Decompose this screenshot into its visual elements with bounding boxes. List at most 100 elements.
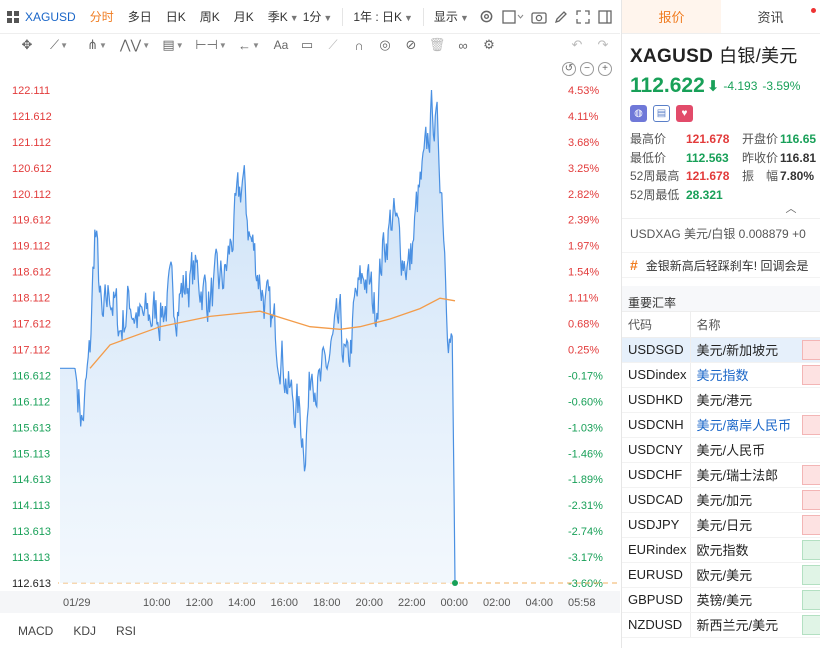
table-row[interactable]: USDCAD 美元/加元 xyxy=(622,487,820,513)
tab-quote[interactable]: 报价 xyxy=(622,0,721,33)
symbol-header: XAGUSD 白银/美元 112.622 ⬇ -4.193 -3.59% ◍ ▤ … xyxy=(622,34,820,122)
note-icon[interactable]: ▭ xyxy=(300,37,314,52)
rate-code: USDindex xyxy=(622,362,691,388)
stats-grid: 最高价 121.678 开盘价 116.65 最低价 112.563 昨收价 116.81 52… xyxy=(622,130,820,204)
fork-icon[interactable]: ⋔ ▼ xyxy=(87,37,107,52)
table-row[interactable]: USDHKD 美元/港元 xyxy=(622,387,820,413)
rate-code: EURindex xyxy=(622,537,691,563)
x-tick-label: 04:00 xyxy=(526,597,554,609)
tab-intraday[interactable]: 分时 xyxy=(89,10,114,24)
table-row[interactable]: USDSGD 美元/新加坡元 xyxy=(622,337,820,363)
tab-monthly-k[interactable]: 月K xyxy=(233,10,254,24)
tab-quarterly-k[interactable]: 季K ▼ xyxy=(261,8,301,25)
trend-line-icon[interactable]: ⟋ ▼ xyxy=(49,37,69,52)
drawing-toolbar: ✥ ⟋ ▼ ⋔ ▼ ⋀⋁ ▼ ▤ ▼ ⊢⊣ ▼ ← ▼ Aa ▭ ⟋ ∩ ◎ ⊘ 🗑 ∞ ⚙… xyxy=(0,34,620,56)
hide-icon[interactable]: ⊘ xyxy=(405,37,417,52)
table-row[interactable]: NZDUSD 新西兰元/美元 xyxy=(622,612,820,638)
stat-value: 28.321 xyxy=(686,187,723,202)
panel-toggle-icon[interactable] xyxy=(594,6,616,28)
arrow-icon[interactable]: ← ▼ xyxy=(238,37,260,53)
x-tick-label: 01/29 xyxy=(63,597,91,609)
pct-tick-label: -3.17% xyxy=(568,552,603,564)
rate-trend xyxy=(802,487,820,513)
display-menu[interactable]: 显示 ▼ xyxy=(427,8,476,25)
chevron-down-icon: ▼ xyxy=(459,13,469,23)
table-row[interactable]: USDCNH 美元/离岸人民币 xyxy=(622,412,820,438)
chart-canvas[interactable]: 122.111 4.53% 121.612 4.11% 121.112 3.68% 120.… xyxy=(0,58,620,614)
table-row[interactable]: EURUSD 欧元/美元 xyxy=(622,562,820,588)
wave-icon[interactable]: ⋀⋁ ▼ xyxy=(119,37,151,52)
chevron-down-icon: ▼ xyxy=(289,13,299,23)
table-row[interactable]: USDCNY 美元/人民币 xyxy=(622,437,820,463)
rate-trend xyxy=(802,462,820,488)
globe-icon[interactable]: ◍ xyxy=(630,105,647,122)
rates-table: 代码 名称 USDSGD 美元/新加坡元 USDindex 美元指数 USDHKD 美元/… xyxy=(622,312,820,638)
usdxag-row[interactable]: USDXAG 美元/白银 0.008879 +0 xyxy=(622,218,820,246)
y-tick-label: 115.613 xyxy=(12,422,51,434)
table-row[interactable]: EURindex 欧元指数 xyxy=(622,537,820,563)
layout-square-icon[interactable] xyxy=(498,6,528,28)
x-axis-band xyxy=(0,591,620,613)
symbol-code: XAGUSD xyxy=(630,46,714,67)
news-banner[interactable]: # 金银新高后轻踩刹车! 回调会是 xyxy=(622,252,820,278)
trash-icon[interactable]: 🗑 xyxy=(428,37,446,52)
symbol-label: XAGUSD xyxy=(25,9,76,24)
table-row[interactable]: USDindex 美元指数 xyxy=(622,362,820,388)
rate-trend xyxy=(802,387,820,413)
measure-icon[interactable]: ⊢⊣ ▼ xyxy=(195,37,227,52)
ruler-icon[interactable]: ⟋ xyxy=(328,37,338,52)
collapse-icon[interactable]: ︿ xyxy=(785,203,797,215)
rate-code: USDCNY xyxy=(622,437,691,463)
tab-daily-k[interactable]: 日K xyxy=(165,10,186,24)
pct-tick-label: -2.31% xyxy=(568,500,603,512)
range-label: 1年 : 日K xyxy=(353,10,402,24)
y-tick-label: 120.612 xyxy=(12,163,52,175)
reset-icon[interactable]: ↺ xyxy=(562,62,576,76)
pencil-icon[interactable] xyxy=(550,6,572,28)
x-tick-label: 20:00 xyxy=(356,597,384,609)
stat-label xyxy=(742,186,780,205)
y-tick-label: 122.111 xyxy=(12,85,50,97)
redo-icon[interactable]: ↷ xyxy=(597,37,609,52)
magnet-icon[interactable]: ∩ xyxy=(354,37,364,53)
text-icon[interactable]: Aa xyxy=(273,38,289,52)
tab-kdj[interactable]: KDJ xyxy=(73,624,97,638)
stats-row: 52周最高 121.678 振 幅 7.80% xyxy=(630,167,820,186)
tab-rsi[interactable]: RSI xyxy=(116,624,137,638)
link-icon[interactable]: ∞ xyxy=(458,37,468,53)
pct-tick-label: 2.82% xyxy=(568,189,599,201)
quarterly-label: 季K xyxy=(267,10,288,24)
rate-code: USDCAD xyxy=(622,487,691,513)
crosshair-icon[interactable]: ✥ xyxy=(21,37,33,52)
tab-news[interactable]: 资讯 xyxy=(721,0,820,33)
heart-icon[interactable]: ♥ xyxy=(676,105,693,122)
camera-icon[interactable] xyxy=(528,6,550,28)
eye-icon[interactable]: ◎ xyxy=(379,37,391,52)
x-tick-label: 10:00 xyxy=(143,597,171,609)
tab-macd[interactable]: MACD xyxy=(18,624,54,638)
expand-icon[interactable] xyxy=(572,6,594,28)
draw-settings-icon[interactable]: ⚙ xyxy=(483,37,495,52)
y-tick-label: 118.112 xyxy=(12,293,50,305)
tab-minute[interactable]: 1分 ▼ xyxy=(301,8,340,25)
table-row[interactable]: USDJPY 美元/日元 xyxy=(622,512,820,538)
fib-icon[interactable]: ▤ ▼ xyxy=(162,37,184,52)
rate-code: NZDUSD xyxy=(622,612,691,638)
symbol-selector[interactable]: XAGUSD xyxy=(0,10,83,24)
zoom-out-icon[interactable]: − xyxy=(580,62,594,76)
stats-row: 最低价 112.563 昨收价 116.81 xyxy=(630,149,820,168)
rate-trend xyxy=(802,562,820,588)
rate-trend xyxy=(802,612,820,638)
range-selector[interactable]: 1年 : 日K ▼ xyxy=(346,8,420,25)
pct-tick-label: -0.17% xyxy=(568,370,603,382)
table-row[interactable]: USDCHF 美元/瑞士法郎 xyxy=(622,462,820,488)
settings-icon[interactable] xyxy=(476,6,498,28)
price-chart[interactable]: 122.111 4.53% 121.612 4.11% 121.112 3.68% 120.… xyxy=(0,58,620,614)
undo-icon[interactable]: ↶ xyxy=(571,37,583,52)
tab-weekly-k[interactable]: 周K xyxy=(199,10,220,24)
stat-value: 7.80% xyxy=(780,169,815,183)
zoom-in-icon[interactable]: + xyxy=(598,62,612,76)
table-row[interactable]: GBPUSD 英镑/美元 xyxy=(622,587,820,613)
document-icon[interactable]: ▤ xyxy=(653,105,670,122)
tab-multi-day[interactable]: 多日 xyxy=(127,10,152,24)
